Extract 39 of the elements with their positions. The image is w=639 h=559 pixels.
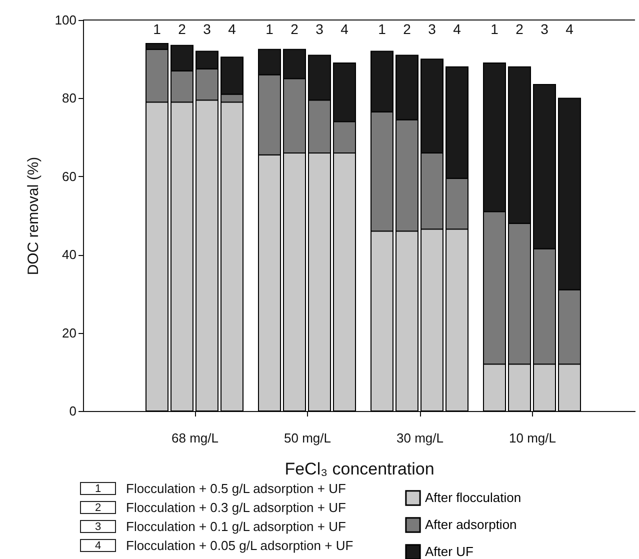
legend-label: After flocculation	[425, 490, 522, 505]
x-tick-label: 1	[378, 21, 386, 37]
y-axis-title: DOC removal (%)	[24, 156, 42, 276]
x-tick-label: 2	[403, 21, 412, 37]
x-tick-label: 4	[228, 21, 236, 37]
x-tick-label: 1	[153, 21, 162, 37]
y-tick-label: 20	[62, 325, 76, 340]
text: 30 mg/L	[396, 430, 444, 446]
x-tick-label: 3	[428, 21, 436, 37]
x-tick-label: 2	[178, 21, 186, 37]
x-tick-label: 3	[540, 21, 549, 37]
number-box: 4	[80, 539, 116, 552]
text: Flocculation + 0.5 g/L adsorption + UF	[126, 481, 346, 496]
x-tick-label: 4	[566, 21, 574, 37]
x-tick-label: 4	[453, 21, 462, 37]
legend-label: After UF	[425, 544, 474, 559]
number-box: 3	[80, 520, 116, 533]
x-tick-label: 3	[203, 21, 212, 37]
x-tick-label: 1	[266, 21, 274, 37]
text: 10 mg/L	[509, 430, 556, 446]
x-tick-label: 2	[290, 21, 299, 37]
text: Flocculation + 0.3 g/L adsorption + UF	[126, 500, 346, 515]
y-tick-label: 100	[54, 12, 76, 28]
y-tick-label: 80	[62, 90, 76, 106]
y-tick-label: 60	[62, 168, 76, 184]
x-tick-label: 1	[490, 21, 499, 37]
number-box: 1	[80, 482, 116, 495]
text: 68 mg/L	[172, 430, 218, 446]
x-tick-label: 3	[316, 21, 324, 37]
legend-label: After adsorption	[425, 517, 517, 532]
x-tick-label: 4	[340, 21, 349, 37]
x-tick-label: 2	[516, 21, 524, 37]
x-axis-title: FeCl₃ concentration	[284, 460, 434, 478]
number-box: 2	[80, 501, 116, 514]
y-tick-label: 40	[62, 247, 76, 262]
text: Flocculation + 0.1 g/L adsorption + UF	[126, 519, 346, 534]
y-tick-label: 0	[69, 404, 76, 418]
text: 50 mg/L	[284, 430, 331, 446]
text: Flocculation + 0.05 g/L adsorption + UF	[126, 538, 354, 553]
